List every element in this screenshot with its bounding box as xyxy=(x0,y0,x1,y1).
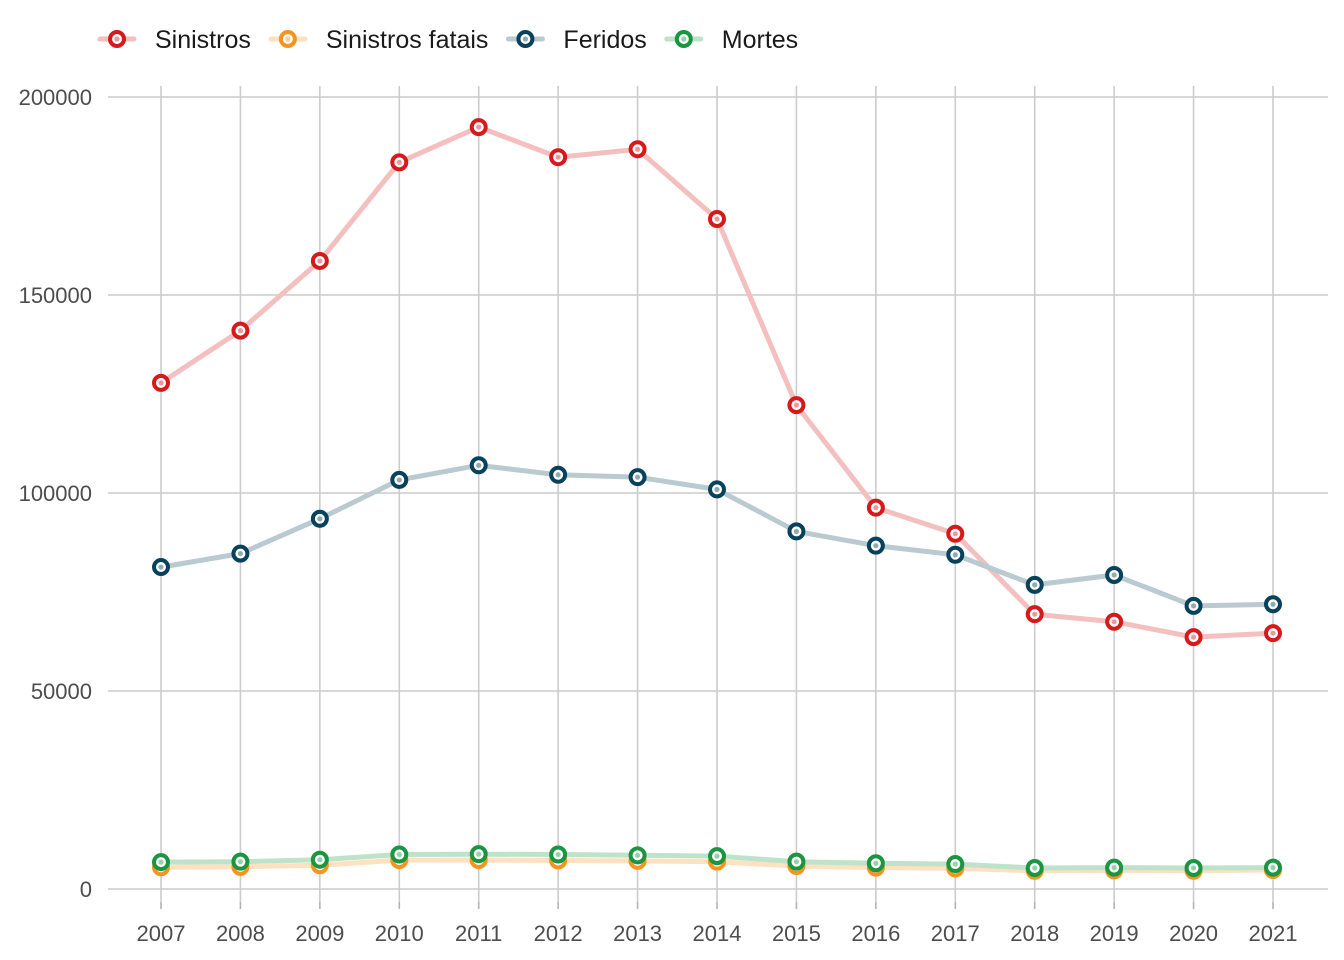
data-point-center-mortes xyxy=(1032,865,1038,871)
data-point-center-mortes xyxy=(1111,865,1117,871)
y-axis: 0 50000 100000 150000 200000 xyxy=(19,85,92,902)
legend-label-mortes: Mortes xyxy=(722,26,798,54)
data-point-center-mortes xyxy=(476,851,482,857)
data-point-center-sinistros xyxy=(952,531,958,537)
data-point-center-mortes xyxy=(396,851,402,858)
x-tick-label: 2015 xyxy=(772,921,821,946)
legend-key-marker-center-sinistros xyxy=(114,36,120,42)
data-point-center-sinistros xyxy=(317,258,323,264)
data-point-center-feridos xyxy=(476,462,482,468)
data-point-center-sinistros xyxy=(396,159,402,165)
x-axis: 2007 2008 2009 2010 2011 2012 2013 2014 2015 2016… xyxy=(137,902,1298,946)
x-tick-label: 2010 xyxy=(375,921,424,946)
data-point-center-feridos xyxy=(1270,601,1276,607)
data-point-center-sinistros xyxy=(714,216,720,222)
data-point-center-sinistros xyxy=(476,124,482,130)
x-tick-label: 2013 xyxy=(613,921,662,946)
data-point-center-sinistros xyxy=(793,402,800,408)
data-point-center-feridos xyxy=(158,564,164,570)
x-tick-label: 2009 xyxy=(295,921,344,946)
data-point-center-sinistros xyxy=(1190,634,1197,640)
x-tick-label: 2018 xyxy=(1010,921,1059,946)
data-point-center-feridos xyxy=(237,550,244,557)
y-tick-label: 100000 xyxy=(19,481,92,506)
data-point-center-mortes xyxy=(634,852,641,858)
data-point-center-sinistros xyxy=(1032,611,1038,617)
data-point-center-mortes xyxy=(158,859,164,865)
data-point-center-feridos xyxy=(714,486,720,493)
data-point-center-sinistros xyxy=(158,380,164,386)
data-point-center-feridos xyxy=(317,516,323,522)
legend-label-feridos: Feridos xyxy=(563,26,646,54)
series-points xyxy=(152,118,1282,880)
x-tick-label: 2021 xyxy=(1249,921,1298,946)
legend: Sinistros Sinistros fatais Feridos Mortes xyxy=(97,26,798,54)
x-tick-label: 2019 xyxy=(1090,921,1139,946)
data-point-center-sinistros xyxy=(237,328,244,334)
data-point-center-feridos xyxy=(1111,572,1117,578)
x-tick-label: 2011 xyxy=(455,921,502,946)
data-point-center-sinistros xyxy=(1111,619,1117,625)
data-point-center-sinistros xyxy=(555,154,561,160)
data-point-center-mortes xyxy=(1270,865,1276,871)
data-point-center-feridos xyxy=(873,543,879,549)
y-tick-label: 200000 xyxy=(19,85,92,110)
data-point-center-mortes xyxy=(317,857,323,863)
data-point-center-feridos xyxy=(1032,582,1038,588)
data-point-center-sinistros xyxy=(873,505,879,511)
data-point-center-mortes xyxy=(555,851,561,858)
x-tick-label: 2007 xyxy=(137,921,186,946)
data-point-center-mortes xyxy=(952,861,958,867)
data-point-center-feridos xyxy=(1190,603,1197,609)
data-point-center-sinistros xyxy=(634,146,641,152)
data-point-center-mortes xyxy=(1190,865,1197,871)
data-point-center-feridos xyxy=(952,552,958,558)
data-point-center-mortes xyxy=(873,860,879,866)
legend-label-sinistros: Sinistros xyxy=(155,26,251,54)
x-tick-label: 2012 xyxy=(534,921,583,946)
data-point-center-feridos xyxy=(793,528,800,535)
y-tick-label: 50000 xyxy=(31,679,92,704)
x-tick-label: 2016 xyxy=(851,921,900,946)
legend-key-marker-center-sinistros-fatais xyxy=(285,36,291,42)
x-tick-label: 2008 xyxy=(216,921,265,946)
y-tick-label: 0 xyxy=(80,877,92,902)
x-tick-label: 2014 xyxy=(693,921,742,946)
data-point-center-mortes xyxy=(793,859,800,865)
data-point-center-mortes xyxy=(237,859,244,865)
legend-label-sinistros-fatais: Sinistros fatais xyxy=(326,26,489,54)
legend-key-marker-center-feridos xyxy=(522,36,529,42)
x-tick-label: 2020 xyxy=(1169,921,1218,946)
data-point-center-feridos xyxy=(634,474,641,480)
data-point-center-feridos xyxy=(396,477,402,483)
data-point-center-sinistros xyxy=(1270,630,1276,636)
x-tick-label: 2017 xyxy=(931,921,980,946)
y-tick-label: 150000 xyxy=(19,283,92,308)
data-point-center-mortes xyxy=(714,853,720,859)
legend-key-marker-center-mortes xyxy=(681,36,687,42)
data-point-center-feridos xyxy=(555,472,561,478)
